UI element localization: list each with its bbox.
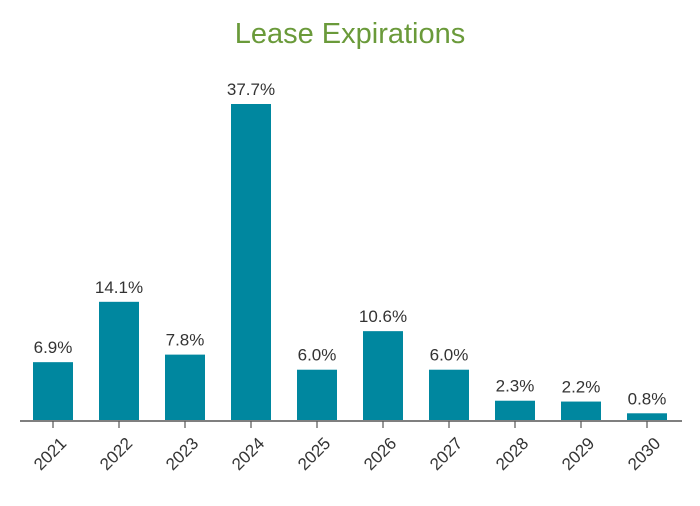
data-label-2029: 2.2%	[562, 378, 601, 397]
bar-2030	[627, 413, 667, 420]
x-tick-label-2024: 2024	[228, 434, 268, 474]
x-tick-label-2028: 2028	[492, 434, 532, 474]
data-label-2030: 0.8%	[628, 389, 667, 408]
data-label-2028: 2.3%	[496, 377, 535, 396]
data-label-2025: 6.0%	[298, 346, 337, 365]
data-label-2024: 37.7%	[227, 80, 275, 99]
data-label-2021: 6.9%	[34, 338, 73, 357]
x-tick-label-2023: 2023	[162, 434, 202, 474]
x-tick-label-2030: 2030	[624, 434, 664, 474]
bar-2028	[495, 400, 535, 420]
x-tick-label-2027: 2027	[426, 434, 466, 474]
x-tick-label-2021: 2021	[30, 434, 70, 474]
bar-2027	[429, 369, 469, 420]
bar-2025	[297, 369, 337, 420]
bars-group	[33, 104, 667, 420]
data-label-2027: 6.0%	[430, 346, 469, 365]
x-ticks-group: 2021 2022 2023 2024 2025 2026 2027 2028 2029 2030	[30, 421, 664, 474]
x-tick-label-2022: 2022	[96, 434, 136, 474]
bar-2021	[33, 362, 73, 420]
x-tick-label-2025: 2025	[294, 434, 334, 474]
x-tick-label-2026: 2026	[360, 434, 400, 474]
data-label-2026: 10.6%	[359, 307, 407, 326]
x-tick-label-2029: 2029	[558, 434, 598, 474]
data-label-2023: 7.8%	[166, 331, 205, 350]
bar-2026	[363, 331, 403, 420]
bar-2023	[165, 354, 205, 420]
bar-2022	[99, 301, 139, 420]
data-label-2022: 14.1%	[95, 278, 143, 297]
data-labels-group: 6.9% 14.1% 7.8% 37.7% 6.0% 10.6% 6.0% 2.3% 2.2% 0…	[34, 80, 667, 408]
bar-2029	[561, 401, 601, 420]
chart-title: Lease Expirations	[235, 18, 466, 50]
bar-2024	[231, 104, 271, 420]
